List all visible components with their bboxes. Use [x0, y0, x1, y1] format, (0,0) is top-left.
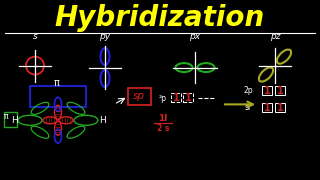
Text: px: px: [189, 32, 201, 41]
Text: 2p: 2p: [243, 86, 253, 95]
Text: 1: 1: [276, 103, 284, 113]
Text: 2 s: 2 s: [157, 124, 169, 133]
Bar: [183, 93, 193, 102]
Text: π: π: [4, 112, 9, 121]
Text: H: H: [99, 116, 105, 125]
Text: 1: 1: [185, 93, 191, 103]
Bar: [262, 86, 272, 95]
Text: 1: 1: [264, 86, 270, 96]
Text: py: py: [100, 32, 111, 41]
Bar: [262, 103, 272, 112]
Text: 1: 1: [264, 103, 270, 113]
Bar: [275, 86, 285, 95]
Text: 1: 1: [172, 93, 180, 103]
Text: Hybridization: Hybridization: [55, 4, 265, 32]
Text: s: s: [33, 32, 37, 41]
Text: 1: 1: [276, 86, 284, 96]
Bar: [171, 93, 181, 102]
Text: π: π: [54, 78, 60, 89]
Text: H: H: [11, 116, 17, 125]
Bar: [275, 103, 285, 112]
Text: sr: sr: [244, 103, 252, 112]
Text: 1l: 1l: [158, 114, 168, 123]
Text: sp: sp: [133, 91, 145, 101]
Text: pz: pz: [270, 32, 280, 41]
Text: ²p: ²p: [159, 94, 167, 103]
